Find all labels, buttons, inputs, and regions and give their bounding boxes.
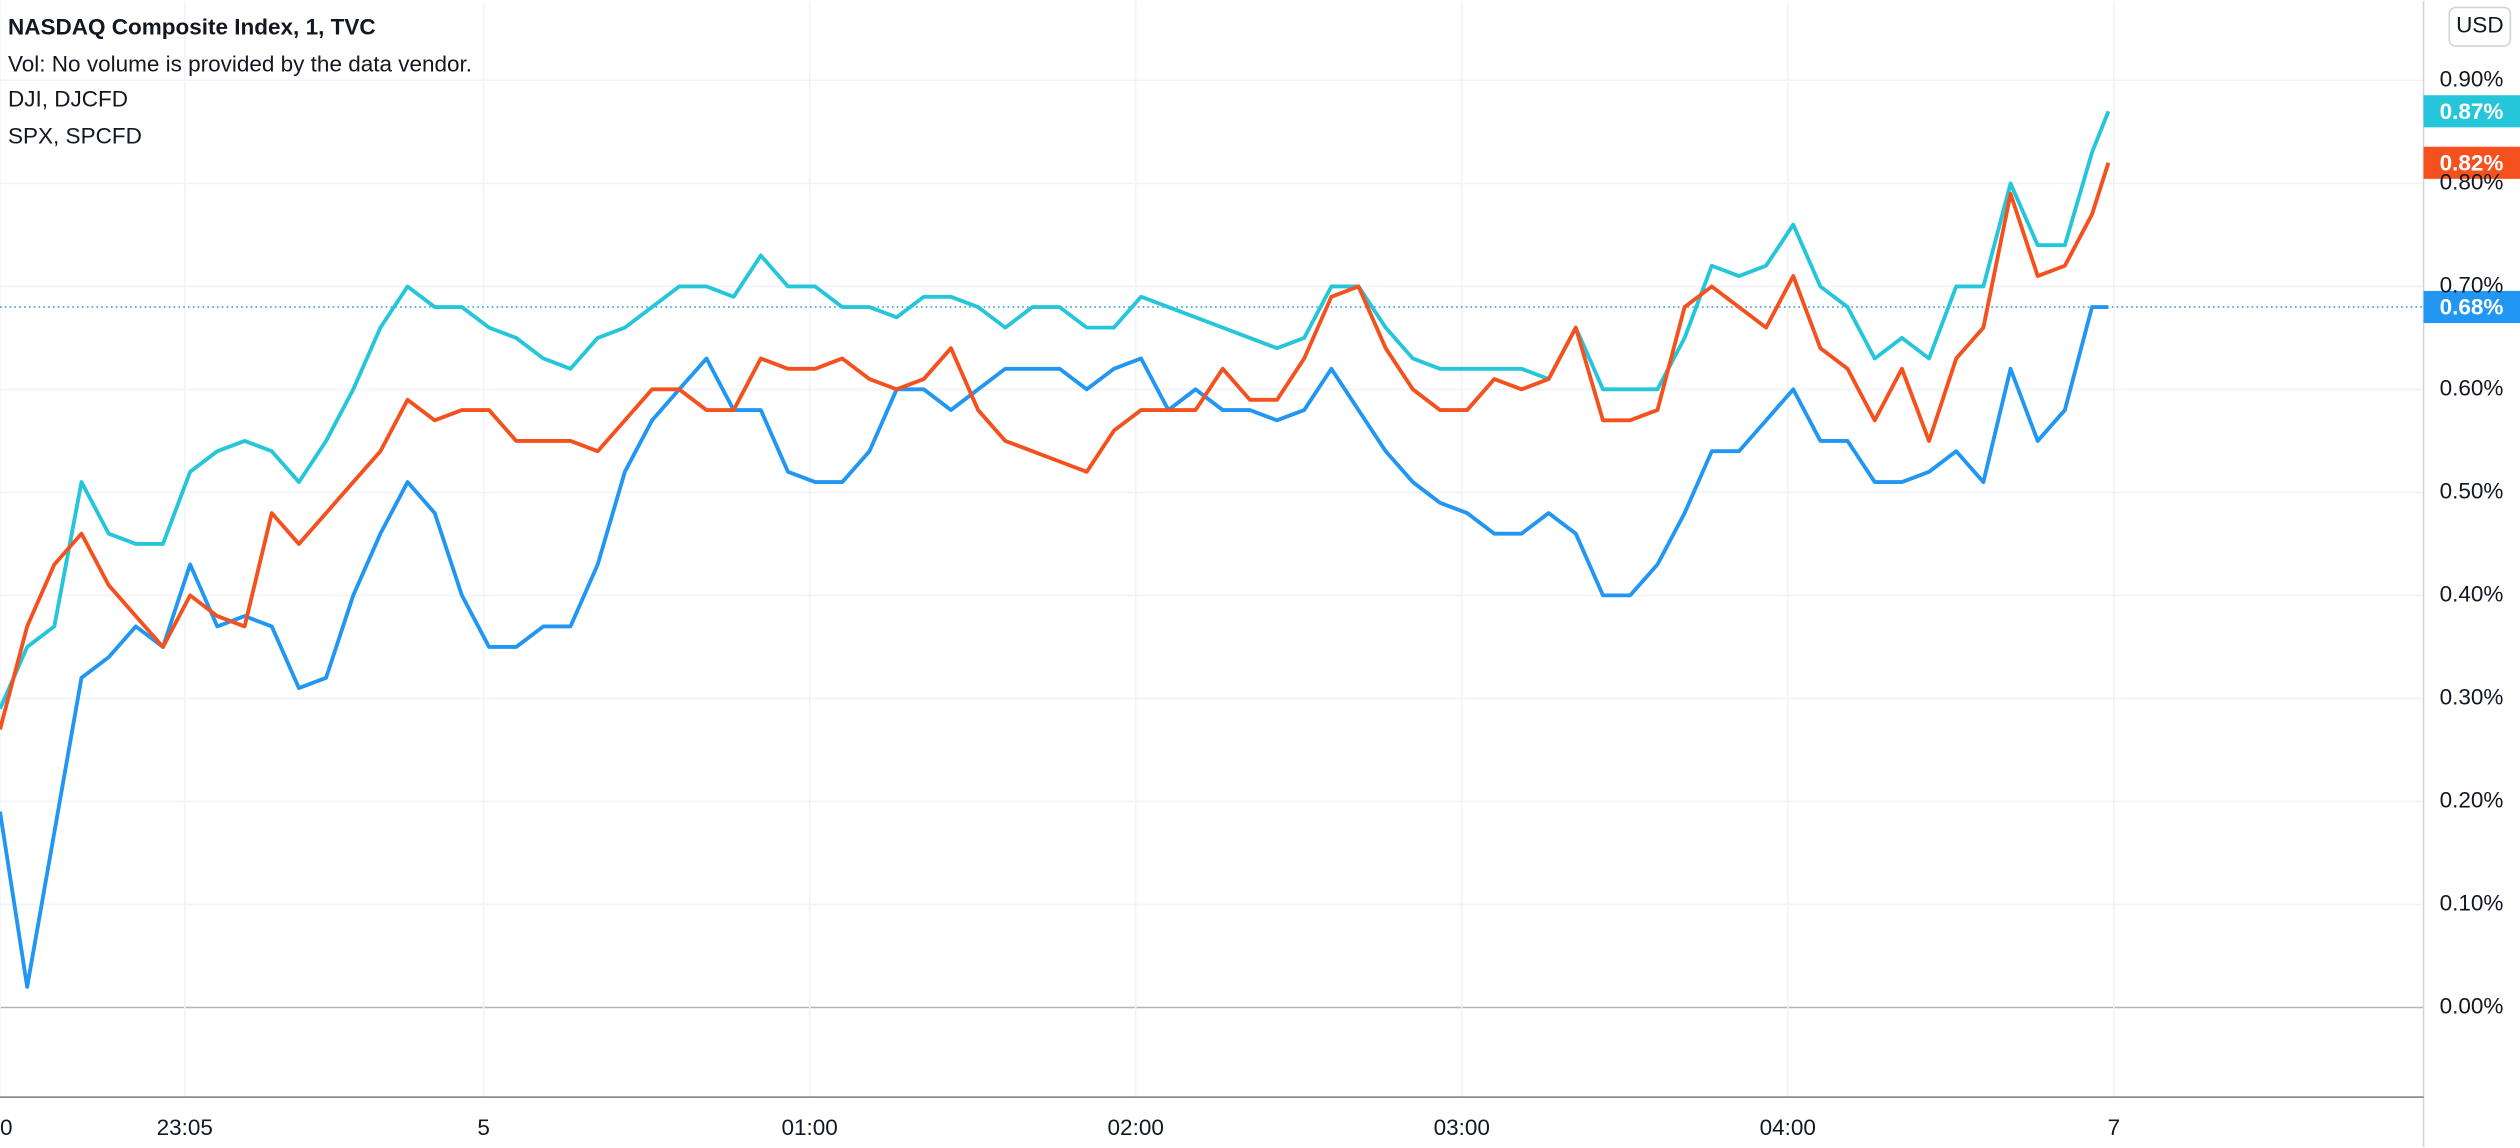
y-tick-label: 0.10% [2440,890,2504,915]
x-tick-label: 04:00 [1760,1115,1816,1140]
y-tick-label: 0.60% [2440,375,2504,400]
line-layer [0,110,2424,989]
series-line [0,162,2111,730]
y-tick-label: 0.80% [2440,169,2504,194]
last-value-label: 0.87% [2440,99,2504,124]
tag-layer: 0.68% 0.87% 0.82% [2423,95,2520,324]
y-tick-label: 0.70% [2440,272,2504,297]
y-tick-label: 0.40% [2440,581,2504,606]
chart-title: NASDAQ Composite Index, 1, TVC [8,14,376,39]
chart-subtitle: Vol: No volume is provided by the data v… [8,51,472,76]
last-value-label: 0.68% [2440,295,2504,320]
last-value-tag [2423,146,2520,179]
x-tick-label: 01:00 [782,1115,838,1140]
y-tick-label: 0.30% [2440,684,2504,709]
currency-label[interactable]: USD [2456,13,2504,38]
legend-entry: SPX, SPCFD [8,124,142,149]
y-tick-label: 0.90% [2440,66,2504,91]
grid-layer [0,1,2424,1098]
last-value-label: 0.82% [2440,150,2504,175]
x-tick-label: 03:00 [1434,1115,1490,1140]
x-tick-label: 5 [477,1115,490,1140]
x-tick-label: 23:05 [157,1115,213,1140]
series-line [0,110,2111,710]
currency-button[interactable] [2448,6,2512,47]
x-tick-label: 7 [2108,1115,2121,1140]
x-tick-label: 30 [0,1115,13,1140]
y-tick-label: 0.00% [2440,993,2504,1018]
last-value-tag [2423,95,2520,128]
legend-entry: DJI, DJCFD [8,87,128,112]
series-line [0,305,2109,989]
y-tick-label: 0.50% [2440,478,2504,503]
x-tick-label: 02:00 [1108,1115,1164,1140]
last-value-tag [2423,290,2520,324]
y-tick-label: 0.20% [2440,787,2504,812]
